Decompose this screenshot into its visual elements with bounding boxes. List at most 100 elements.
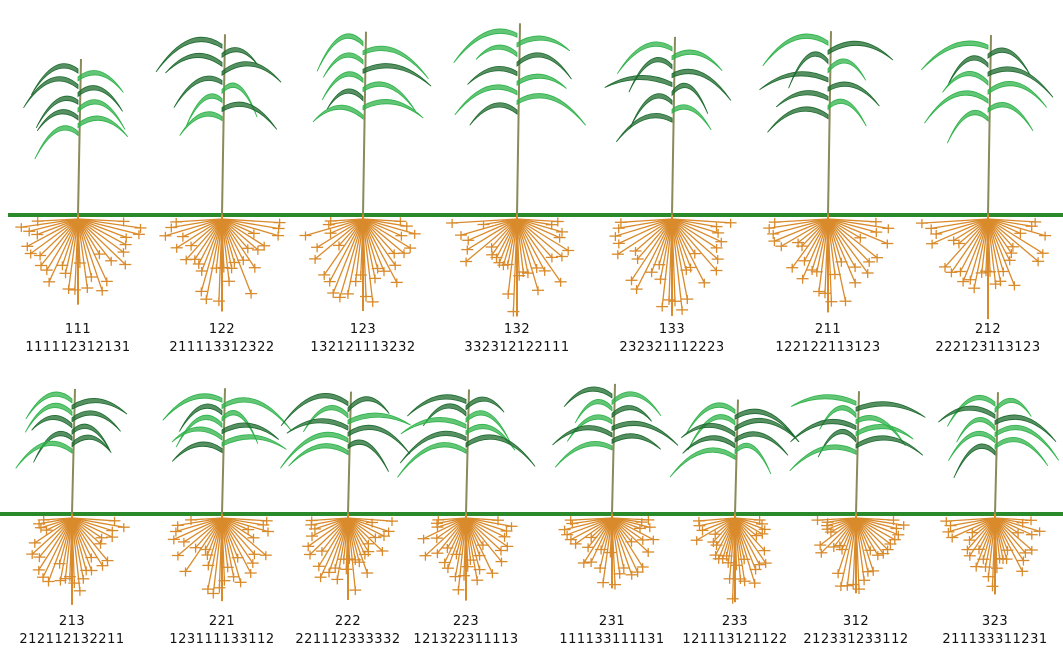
stem bbox=[988, 35, 991, 215]
stem bbox=[78, 59, 81, 215]
leaf bbox=[555, 441, 612, 467]
leaf bbox=[348, 425, 410, 454]
roots bbox=[302, 514, 398, 600]
plant bbox=[916, 35, 1053, 319]
plant bbox=[15, 59, 146, 305]
stem bbox=[672, 37, 675, 215]
leaf bbox=[818, 429, 856, 457]
figure: 1111111123121311222111133123221231321211… bbox=[0, 0, 1063, 654]
leaf bbox=[988, 102, 1033, 130]
leaf bbox=[629, 57, 672, 92]
leaf bbox=[517, 94, 586, 126]
plant-code: 121322311113 bbox=[413, 632, 518, 647]
leaf bbox=[466, 397, 504, 412]
plant-label: 233 bbox=[722, 614, 748, 629]
leaf bbox=[470, 103, 517, 125]
plant-label: 211 bbox=[815, 322, 841, 337]
plant-label: 213 bbox=[59, 614, 85, 629]
stem bbox=[363, 32, 366, 215]
leaf bbox=[35, 126, 78, 159]
leaf bbox=[287, 419, 348, 434]
stem bbox=[517, 23, 520, 215]
leaf bbox=[605, 75, 672, 87]
root bbox=[330, 219, 363, 282]
leaf bbox=[165, 53, 222, 73]
plant-label: 212 bbox=[975, 322, 1001, 337]
plant bbox=[670, 400, 799, 604]
leaf bbox=[517, 36, 570, 51]
roots bbox=[940, 514, 1045, 594]
stem bbox=[222, 34, 225, 215]
leaf bbox=[612, 405, 652, 421]
leaf bbox=[856, 402, 925, 418]
leaf bbox=[348, 413, 411, 425]
plant-label: 323 bbox=[982, 614, 1008, 629]
leaf bbox=[925, 91, 989, 123]
plant bbox=[280, 392, 410, 600]
leaf bbox=[947, 110, 988, 143]
leaf bbox=[397, 443, 466, 478]
plant bbox=[938, 392, 1058, 594]
plant-code: 121113121122 bbox=[682, 632, 787, 647]
roots bbox=[446, 215, 574, 317]
plant bbox=[790, 391, 926, 594]
plant-code: 111112312131 bbox=[25, 340, 130, 355]
leaf bbox=[763, 34, 828, 66]
roots bbox=[609, 215, 736, 316]
plant-code: 212112132211 bbox=[19, 632, 124, 647]
leaf bbox=[672, 50, 722, 71]
leaf bbox=[670, 448, 735, 477]
roots bbox=[559, 514, 660, 590]
leaf bbox=[72, 398, 127, 414]
plant-code: 332312122111 bbox=[464, 340, 569, 355]
leaf bbox=[995, 437, 1048, 465]
leaf bbox=[180, 112, 222, 136]
roots bbox=[812, 514, 910, 594]
roots bbox=[15, 215, 146, 305]
plant-code: 111133111131 bbox=[559, 632, 664, 647]
leaf bbox=[32, 415, 72, 430]
roots bbox=[418, 514, 518, 601]
leaf bbox=[172, 442, 222, 462]
leaf bbox=[828, 41, 893, 60]
leaf bbox=[776, 90, 828, 107]
plant bbox=[605, 37, 737, 316]
leaf bbox=[222, 83, 257, 117]
leaf bbox=[954, 444, 995, 478]
leaf bbox=[768, 107, 829, 133]
leaf bbox=[789, 52, 828, 88]
leaf bbox=[222, 102, 277, 129]
plant bbox=[760, 31, 895, 312]
plant-label: 231 bbox=[599, 614, 625, 629]
roots bbox=[300, 215, 421, 311]
roots bbox=[691, 514, 772, 604]
plant-code: 123111133112 bbox=[169, 632, 274, 647]
roots bbox=[26, 514, 130, 605]
plant bbox=[300, 32, 432, 311]
leaf bbox=[612, 421, 678, 445]
leaf bbox=[995, 398, 1031, 416]
plant-code: 222123113123 bbox=[935, 340, 1040, 355]
plant-label: 133 bbox=[659, 322, 685, 337]
leaf bbox=[988, 67, 1053, 98]
leaf bbox=[466, 435, 535, 467]
leaf bbox=[468, 66, 518, 84]
leaf bbox=[517, 74, 567, 88]
leaf bbox=[681, 423, 735, 437]
roots bbox=[168, 514, 274, 601]
plant-label: 132 bbox=[504, 322, 530, 337]
plant bbox=[156, 34, 286, 311]
leaf bbox=[401, 417, 466, 434]
leaf bbox=[476, 45, 517, 59]
leaf bbox=[78, 116, 128, 137]
plant bbox=[397, 389, 535, 600]
leaf bbox=[828, 99, 866, 126]
plant-code: 211133311231 bbox=[942, 632, 1047, 647]
leaf bbox=[317, 34, 363, 71]
plant bbox=[553, 384, 679, 590]
plant bbox=[163, 388, 291, 601]
plant-label: 123 bbox=[350, 322, 376, 337]
plant-label: 122 bbox=[209, 322, 235, 337]
leaf bbox=[78, 86, 123, 112]
leaf bbox=[760, 72, 829, 90]
